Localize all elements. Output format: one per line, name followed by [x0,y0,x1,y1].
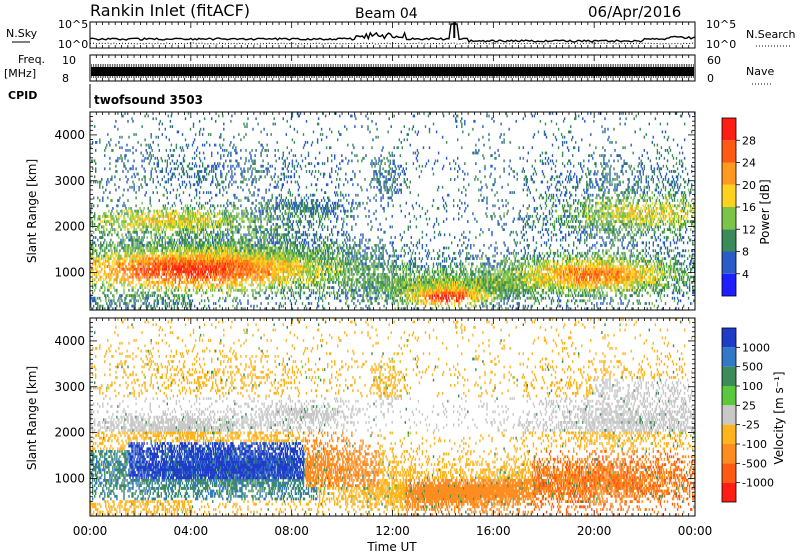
range-tick-label: 1000 [54,265,85,279]
time-axis: 00:00 04:00 08:00 12:00 16:00 20:00 00:00 [73,524,713,538]
velocity-ylabel: Slant Range [km] [25,366,39,470]
station-title: Rankin Inlet (fitACF) [90,1,250,20]
power-panel: 1000 2000 3000 4000 Slant Range [km] 4 8 12 16… [25,111,772,311]
time-tick-label: 00:00 [678,524,713,538]
power-colorbar-segment [722,184,736,207]
noise-tick-top-left: 10^5 [58,18,88,31]
freq-tick-top: 10 [62,54,76,67]
velocity-colorbar-segment [722,444,736,464]
time-tick-label: 00:00 [73,524,108,538]
frequency-panel: Freq. [MHz] 10 8 60 0 Nave CPID twofsoun… [4,53,774,108]
power-colorbar-segment [722,118,736,141]
power-colorbar-tick: 4 [742,268,749,281]
power-colorbar-tick: 24 [742,157,756,170]
velocity-colorbar-segment [722,347,736,367]
noise-search-line [89,42,696,45]
velocity-colorbar-tick: 100 [742,380,763,393]
velocity-colorbar-segment [722,463,736,483]
velocity-heatmap [90,318,696,517]
range-tick-label: 4000 [54,128,85,142]
date-title: 06/Apr/2016 [588,3,681,21]
range-tick-label: 4000 [54,334,85,348]
velocity-colorbar-segment [722,366,736,386]
noise-tick-bottom-left: 10^0 [58,38,88,51]
velocity-colorbar-tick: 1000 [742,341,770,354]
time-tick-label: 12:00 [375,524,410,538]
noise-right-label: N.Search [746,28,796,41]
power-colorbar-tick: 8 [742,246,749,259]
velocity-colorbar-label: Velocity [m s⁻¹] [772,371,786,464]
velocity-colorbar-segment [722,386,736,406]
power-colorbar-tick: 12 [742,223,756,236]
velocity-colorbar-tick: 25 [742,399,756,412]
velocity-colorbar-segment [722,482,736,502]
time-tick-label: 08:00 [274,524,309,538]
power-colorbar-segment [722,273,736,296]
velocity-colorbar-segment [722,424,736,444]
velocity-colorbar-segment [722,328,736,348]
velocity-colorbar-tick: -1000 [742,477,774,490]
freq-label: Freq. [18,53,45,66]
noise-panel: N.Sky 10^5 10^0 10^5 10^0 N.Search [6,18,796,51]
power-colorbar-tick: 20 [742,179,756,192]
power-colorbar-segment [722,207,736,230]
power-colorbar-tick: 28 [742,134,756,147]
power-colorbar-segment [722,140,736,163]
velocity-colorbar-tick: -25 [742,419,760,432]
noise-tick-bottom-right: 10^0 [706,38,736,51]
range-tick-label: 3000 [54,380,85,394]
time-tick-label: 04:00 [174,524,209,538]
power-ylabel: Slant Range [km] [25,159,39,263]
cpid-value: twofsound 3503 [94,93,203,107]
velocity-colorbar-tick: 500 [742,361,763,374]
power-colorbar-segment [722,251,736,274]
power-colorbar-tick: 16 [742,201,756,214]
power-colorbar-label: Power [dB] [758,179,772,244]
time-xlabel: Time UT [366,540,417,554]
time-tick-label: 16:00 [476,524,511,538]
nave-label: Nave [746,65,774,78]
power-colorbar: 4 8 12 16 20 24 28 [721,117,756,297]
nave-tick-top: 60 [707,54,721,67]
nave-tick-bottom: 0 [707,72,714,85]
noise-left-label: N.Sky [6,27,38,40]
freq-unit-label: [MHz] [4,67,36,80]
power-colorbar-segment [722,162,736,185]
time-tick-label: 20:00 [577,524,612,538]
velocity-colorbar: 1000 500 100 25 -25 -100 -500 -1000 [721,327,774,503]
noise-tick-top-right: 10^5 [706,18,736,31]
range-tick-label: 3000 [54,174,85,188]
beam-title: Beam 04 [355,6,418,22]
frequency-trace [89,64,694,78]
velocity-colorbar-segment [722,405,736,425]
velocity-panel: 1000 2000 3000 4000 Slant Range [km] 1000 50… [25,317,786,517]
range-tick-label: 1000 [54,471,85,485]
freq-tick-bottom: 8 [62,72,69,85]
range-tick-label: 2000 [54,220,85,234]
power-heatmap [90,112,696,311]
range-tick-label: 2000 [54,426,85,440]
noise-sky-line [89,23,696,44]
velocity-colorbar-tick: -500 [742,457,767,470]
velocity-colorbar-tick: -100 [742,438,767,451]
cpid-label: CPID [8,89,37,102]
power-colorbar-segment [722,229,736,252]
